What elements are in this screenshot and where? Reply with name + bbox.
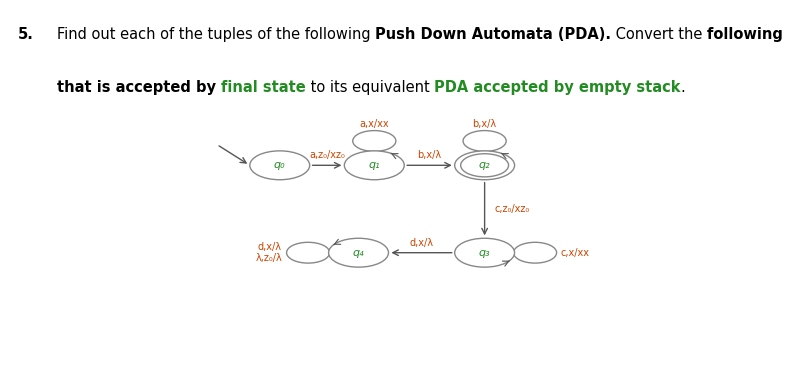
Text: 5.: 5. — [17, 27, 33, 41]
Text: Convert the: Convert the — [611, 27, 707, 41]
Text: q₀: q₀ — [274, 160, 285, 170]
Text: d,x/λ
λ,z₀/λ: d,x/λ λ,z₀/λ — [256, 242, 283, 263]
Circle shape — [455, 151, 515, 180]
Text: q₁: q₁ — [369, 160, 380, 170]
Text: PDA accepted by empty stack: PDA accepted by empty stack — [434, 80, 681, 95]
Text: b,x/λ: b,x/λ — [473, 119, 496, 129]
Text: Push Down Automata (PDA).: Push Down Automata (PDA). — [375, 27, 611, 41]
Text: to its equivalent: to its equivalent — [306, 80, 434, 95]
Text: that is accepted by: that is accepted by — [57, 80, 221, 95]
Text: c,x/xx: c,x/xx — [560, 248, 589, 258]
Text: a,z₀/xz₀: a,z₀/xz₀ — [309, 150, 345, 160]
Text: b,x/λ: b,x/λ — [418, 150, 441, 160]
Text: c,z₀/xz₀: c,z₀/xz₀ — [495, 204, 530, 214]
Text: .: . — [681, 80, 686, 95]
Text: a,x/xx: a,x/xx — [359, 119, 389, 129]
Circle shape — [455, 238, 515, 267]
Text: following PDA: following PDA — [707, 27, 788, 41]
Circle shape — [344, 151, 404, 180]
Text: q₄: q₄ — [353, 248, 364, 258]
Circle shape — [250, 151, 310, 180]
Circle shape — [329, 238, 388, 267]
Text: q₃: q₃ — [479, 248, 490, 258]
Text: d,x/λ: d,x/λ — [410, 238, 433, 248]
Text: q₂: q₂ — [479, 160, 490, 170]
Text: Find out each of the tuples of the following: Find out each of the tuples of the follo… — [57, 27, 375, 41]
Text: final state: final state — [221, 80, 306, 95]
